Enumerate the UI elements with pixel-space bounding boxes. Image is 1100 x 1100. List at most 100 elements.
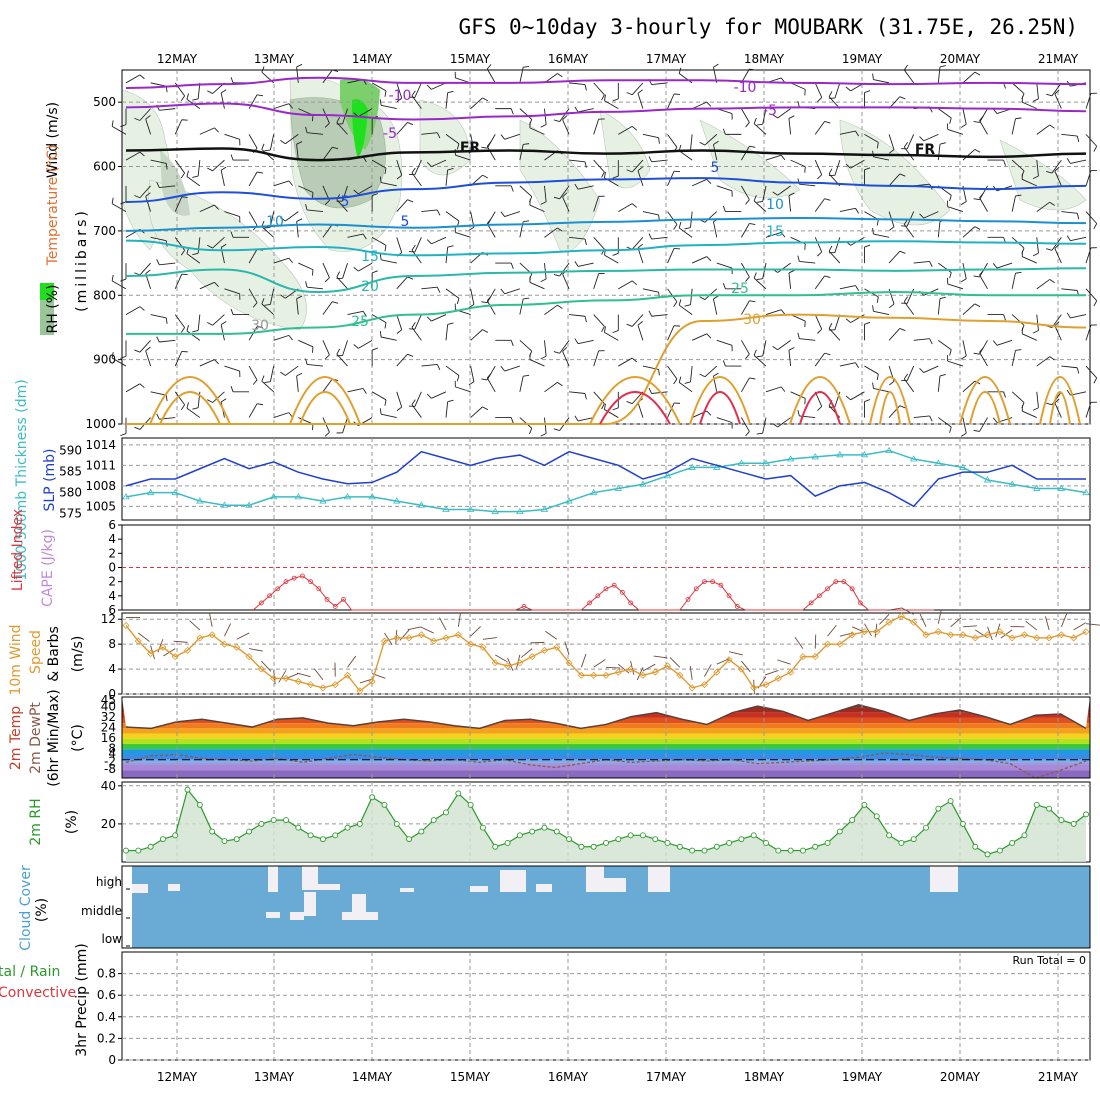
wind-barb-flag (919, 136, 925, 142)
wind-barb-flag (540, 355, 547, 360)
wind-barb-flag (772, 346, 778, 351)
li-ytick-label: 4 (108, 589, 116, 603)
wind-barb-flag (468, 304, 475, 309)
wind10-label-3: & Barbs (46, 626, 62, 682)
wind-barb-flag (214, 127, 219, 133)
wind-barb (642, 133, 659, 139)
wind-barb-flag (713, 63, 719, 68)
wind-barb (903, 301, 915, 315)
wind-barb (273, 103, 290, 110)
wind10-marker (885, 618, 893, 626)
wind-barb (1054, 248, 1062, 264)
wind-barb-flag (899, 405, 906, 409)
wind-barb (174, 119, 183, 135)
wind-barb (799, 338, 816, 341)
wind-barb-flag (562, 346, 568, 352)
wind-barb-flag (824, 275, 831, 278)
wind-barb (651, 314, 668, 317)
rh-marker (356, 820, 363, 827)
wind10-barb (457, 612, 461, 627)
wind-barb (690, 288, 693, 305)
wind-barb (667, 211, 678, 225)
wind-barb-flag (626, 323, 633, 327)
bottom-date-axis: 12MAY 13MAY 14MAY 15MAY 16MAY 17MAY 18MAY 19MAY… (157, 1070, 1079, 1084)
wind-barb-flag (379, 330, 382, 338)
wind-barb-flag (186, 93, 189, 100)
wind-barb (1085, 170, 1092, 186)
wind-barb-flag (706, 179, 712, 184)
wind-barb (396, 82, 403, 99)
wind-barb (850, 391, 865, 401)
wind-barb (562, 351, 570, 367)
wind10-barb (618, 663, 630, 674)
wind-barb-flag (553, 351, 560, 354)
wind-barb (888, 405, 901, 418)
wind-barb-flag (540, 124, 547, 128)
wind-barb-flag (134, 195, 141, 199)
wind-barb (637, 402, 644, 418)
wind-barb-flag (540, 201, 547, 205)
wind10-marker (257, 665, 265, 673)
wind-barb-flag (855, 130, 860, 137)
wind-barb-flag (612, 330, 619, 334)
wind-barb (298, 262, 314, 271)
contour-label: 5 (711, 160, 720, 176)
precip-ytick-label: 0.6 (97, 988, 116, 1002)
wind-barb (150, 314, 167, 319)
wind-barb-flag (468, 226, 475, 231)
wind-barb-flag (780, 309, 786, 315)
wind-barb-flag (482, 174, 489, 179)
li-marker (603, 586, 609, 592)
wind-barb (667, 134, 678, 148)
wind10-barb (605, 666, 621, 669)
slp-ylabel: SLP (mb) (42, 448, 58, 511)
wind-barb-flag (745, 122, 750, 128)
wind-barb (569, 314, 586, 317)
wind-barb-flag (324, 122, 330, 128)
wind-barb-flag (1054, 321, 1060, 327)
wind-barb-flag (186, 402, 189, 409)
wind-barb-flag (889, 303, 895, 309)
wind10-barb (261, 660, 272, 672)
wind-barb (604, 100, 619, 110)
panel-labels: Wind (m/s) Temperature (°C) RH (%) (mill… (0, 102, 1086, 1057)
wind-barb (145, 350, 152, 367)
wind-barb (159, 339, 176, 343)
wind-barb (519, 67, 524, 83)
wind-frame (121, 612, 1091, 695)
wind-barb (1036, 237, 1039, 254)
wind10-barb (689, 665, 693, 680)
rh-marker (603, 840, 609, 846)
wind-barb (212, 391, 225, 403)
wind-barb (642, 211, 659, 216)
wind-barb-flag (220, 321, 227, 326)
contour-label: 30 (743, 312, 761, 328)
wind-barb-flag (864, 90, 871, 94)
wind-barb (651, 82, 668, 85)
thickness-ylabel: 1000-500mb Thickness (dm) (14, 379, 30, 580)
li-marker (521, 604, 527, 609)
wind-barb-flag (305, 281, 308, 288)
wind-barb (486, 288, 496, 303)
temp-color-band (122, 749, 1090, 755)
wind-barb-flag (949, 426, 952, 433)
wind-barb (947, 283, 964, 290)
wind10-barb (1073, 622, 1086, 631)
wind-barb-flag (788, 115, 795, 119)
li-marker (291, 575, 297, 581)
wind-barb (762, 417, 767, 434)
wind-barb (1036, 124, 1050, 135)
temp-ytick-label: 40 (101, 699, 116, 713)
rh-marker (283, 817, 289, 824)
li-marker (808, 600, 814, 606)
wind-barb (814, 159, 823, 175)
wind-barb-flag (979, 270, 984, 276)
wind-barb (762, 340, 767, 357)
wind-barb-flag (974, 226, 981, 230)
rh-marker (135, 847, 142, 854)
rh-shade (148, 179, 307, 331)
wind-barb-flag (379, 253, 382, 260)
wind10-marker (343, 671, 352, 679)
wind-barb (212, 237, 225, 249)
wind-barb (248, 94, 258, 109)
